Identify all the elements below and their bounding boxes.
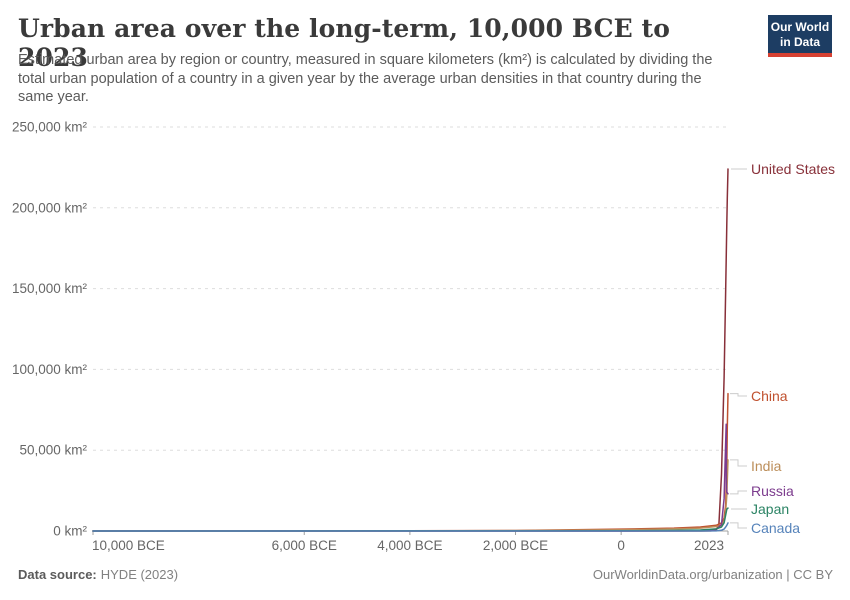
series-line-india[interactable] [92, 459, 729, 532]
series-label-china[interactable]: China [751, 388, 788, 404]
y-tick-label: 150,000 km² [12, 281, 88, 296]
data-source: Data source: HYDE (2023) [18, 567, 178, 582]
series-label-japan[interactable]: Japan [751, 501, 789, 517]
y-tick-label: 0 km² [53, 524, 87, 539]
page-title: Urban area over the long-term, 10,000 BC… [18, 14, 670, 72]
x-tick-label: 2,000 BCE [483, 538, 548, 553]
y-tick-label: 100,000 km² [12, 362, 88, 377]
series-line-japan[interactable] [92, 507, 729, 532]
label-connector [730, 490, 747, 495]
series-line-canada[interactable] [92, 522, 729, 532]
series-label-russia[interactable]: Russia [751, 483, 794, 499]
x-tick-label: 6,000 BCE [272, 538, 337, 553]
series-line-russia[interactable] [92, 423, 729, 532]
attribution-link[interactable]: OurWorldinData.org/urbanization | CC BY [592, 567, 833, 582]
series-label-united-states[interactable]: United States [751, 161, 835, 177]
series-label-india[interactable]: India [751, 458, 782, 474]
y-tick-label: 250,000 km² [12, 120, 88, 135]
owid-logo-line2: in Data [779, 34, 820, 49]
x-tick-label: 10,000 BCE [92, 538, 165, 553]
label-connector [730, 522, 747, 529]
y-tick-label: 200,000 km² [12, 200, 88, 215]
series-line-china[interactable] [92, 392, 729, 532]
owid-logo-line1: Our World [770, 20, 830, 34]
series-label-canada[interactable]: Canada [751, 520, 800, 536]
label-connector [730, 459, 747, 467]
x-tick-label: 4,000 BCE [377, 538, 442, 553]
data-source-label: Data source: [18, 567, 97, 582]
label-connector [730, 393, 747, 397]
owid-logo: Our World in Data [768, 15, 832, 58]
series-line-united-states[interactable] [92, 168, 729, 532]
y-tick-label: 50,000 km² [19, 443, 87, 458]
x-tick-label: 2023 [694, 538, 724, 553]
chart-subtitle: Estimated urban area by region or countr… [18, 52, 713, 106]
data-source-value: HYDE (2023) [100, 567, 179, 582]
x-tick-label: 0 [617, 538, 625, 553]
